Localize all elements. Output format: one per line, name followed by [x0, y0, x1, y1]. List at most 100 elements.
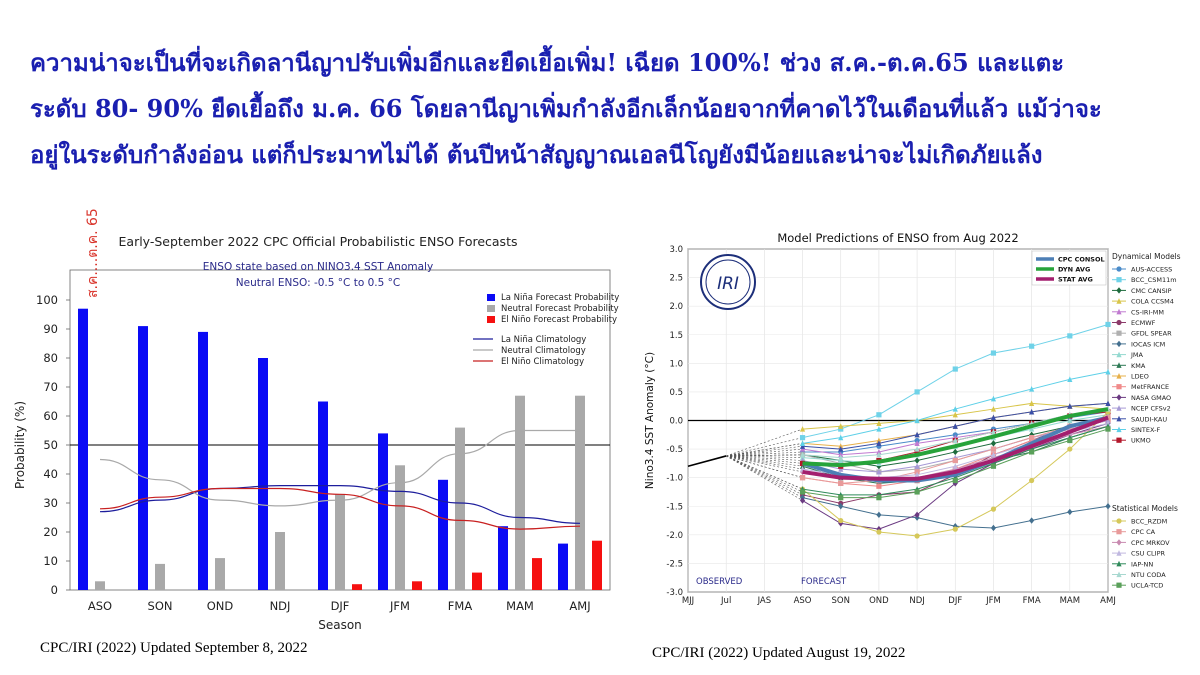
model-point: [1105, 426, 1111, 432]
bar-0-OND: [198, 331, 208, 590]
model-point: [876, 529, 882, 535]
model-point: [1029, 386, 1035, 392]
dyn-legend-label: CMC CANSIP: [1131, 287, 1172, 295]
dyn-legend-label: IOCAS ICM: [1131, 340, 1165, 348]
model-point: [952, 465, 958, 473]
iri-logo-ring: [700, 254, 756, 310]
stat-legend-marker: [1116, 582, 1122, 588]
legend-swatch-2: [487, 316, 495, 323]
dyn-legend-label: KMA: [1131, 362, 1146, 370]
model-point: [952, 448, 958, 456]
dyn-legend-marker: [1116, 426, 1122, 433]
model-point: [990, 414, 997, 421]
stat-legend-label: NTU CODA: [1131, 571, 1166, 579]
headline-line-1: ความน่าจะเป็นที่จะเกิดลานีญาปรับเพิ่มอีก…: [30, 48, 1065, 77]
model-point: [952, 411, 958, 418]
headline-line-2: ระดับ 80- 90% ยืดเยื้อถึง ม.ค. 66 โดยลาน…: [30, 94, 1102, 123]
dyn-legend-marker: [1116, 287, 1122, 294]
model-point: [876, 448, 882, 455]
model-point: [952, 477, 958, 484]
model-point: [914, 466, 920, 472]
model-point: [799, 475, 806, 481]
x-axis-label: Season: [318, 618, 362, 632]
climatology-line-1: [99, 429, 580, 507]
observed-label: OBSERVED: [696, 577, 743, 587]
dyn-legend-label: CS-IRI-MM: [1131, 308, 1164, 316]
model-point: [876, 451, 882, 458]
dynamical-legend-title: Dynamical Models: [1112, 252, 1181, 261]
model-point: [914, 457, 920, 464]
model-point: [876, 463, 882, 470]
model-point: [914, 440, 920, 446]
bar-2-JFM: [412, 581, 422, 590]
model-point: [952, 423, 958, 429]
dyn-legend-label: MetFRANCE: [1131, 383, 1169, 391]
model-point: [990, 506, 997, 512]
model-point: [799, 446, 806, 452]
x-tick-label: ASO: [88, 599, 112, 613]
season-annotation: ส.ค....ต.ค. 65: [85, 208, 101, 298]
bar-0-NDJ: [258, 358, 268, 590]
model-point: [914, 417, 920, 424]
dyn-legend-label: SAUDI-KAU: [1131, 415, 1167, 423]
y-tick-label: 10: [43, 554, 58, 568]
model-point: [1067, 376, 1073, 382]
stat-legend-label: CPC MRKOV: [1131, 539, 1170, 547]
model-point: [799, 497, 806, 504]
chart-subtitle-2: Neutral ENSO: -0.5 °C to 0.5 °C: [236, 277, 400, 289]
model-point: [876, 495, 882, 501]
stat-legend-label: IAP-NN: [1131, 560, 1153, 568]
bar-1-NDJ: [275, 532, 285, 590]
model-connector: [726, 455, 803, 467]
statistical-legend-title: Statistical Models: [1112, 504, 1178, 513]
model-connector: [726, 455, 803, 490]
stat-legend-marker: [1116, 539, 1122, 546]
model-point: [952, 463, 958, 469]
model-point: [838, 466, 844, 472]
model-series-dyn-1: [726, 321, 1111, 457]
model-point: [838, 446, 844, 452]
stat-legend-label: BCC_RZDM: [1131, 518, 1167, 526]
iri-logo-inner: [705, 259, 751, 305]
dyn-legend-marker: [1116, 308, 1122, 315]
model-point: [1067, 417, 1073, 424]
x-tick-label: SON: [148, 599, 173, 613]
stat-legend-marker: [1116, 550, 1122, 556]
model-connector: [726, 455, 803, 464]
y-tick-label: 100: [36, 293, 58, 307]
x-tick-label: NDJ: [909, 596, 924, 606]
legend-label: Neutral Climatology: [501, 346, 586, 356]
model-connector: [726, 437, 803, 457]
dyn-legend-label: JMA: [1130, 351, 1144, 359]
average-legend-label: DYN AVG: [1058, 266, 1090, 274]
model-point: [1067, 508, 1073, 516]
model-point: [914, 463, 920, 469]
model-point: [914, 449, 920, 455]
model-point: [838, 434, 844, 441]
enso-probability-chart: Early-September 2022 CPC Official Probab…: [13, 208, 619, 632]
model-point: [1105, 417, 1111, 424]
bar-0-DJF: [318, 401, 328, 590]
dyn-legend-marker: [1116, 340, 1122, 348]
headline: ความน่าจะเป็นที่จะเกิดลานีญาปรับเพิ่มอีก…: [30, 40, 1180, 178]
dyn-legend-label: GFDL SPEAR: [1131, 330, 1172, 338]
model-point: [799, 440, 806, 446]
model-point: [1105, 420, 1111, 426]
model-point: [990, 428, 997, 435]
model-point: [1105, 368, 1111, 375]
x-tick-label: NDJ: [270, 599, 291, 613]
model-point: [838, 480, 844, 486]
model-point: [799, 489, 806, 495]
x-tick-label: SON: [832, 596, 850, 606]
credit-right: CPC/IRI (2022) Updated August 19, 2022: [652, 645, 906, 661]
x-tick-label: FMA: [448, 599, 473, 613]
model-point: [838, 443, 844, 449]
x-tick-label: OND: [207, 599, 234, 613]
model-point: [990, 524, 997, 532]
model-series-stat-6: [726, 426, 1111, 501]
enso-model-predictions-chart: -3.0 -2.5 -2.0 -1.5 -1.0 -0.5 0.0 0.5 1.0 1.5 2.0 2…: [644, 231, 1181, 606]
dyn-legend-marker: [1116, 415, 1122, 422]
model-connector: [726, 428, 803, 457]
bar-1-FMA: [455, 427, 465, 590]
y-tick-label: 40: [43, 467, 58, 481]
